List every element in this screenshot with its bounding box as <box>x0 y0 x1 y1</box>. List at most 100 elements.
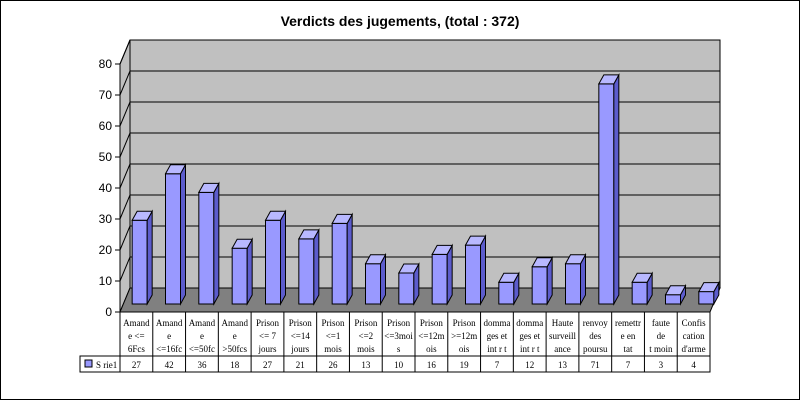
legend-label: S rie1 <box>96 360 117 370</box>
bar <box>164 162 187 306</box>
category-label: int r t <box>520 344 540 354</box>
category-label: <=14 <box>291 331 311 341</box>
bar <box>597 72 620 306</box>
y-tick-label: 30 <box>99 212 113 226</box>
bar-top <box>197 182 220 193</box>
data-value-label: 16 <box>427 360 437 370</box>
category-label: poursu <box>583 344 608 354</box>
category-label: e <= <box>128 331 144 341</box>
bar <box>431 243 454 306</box>
bar-top <box>431 244 454 255</box>
bar-top <box>397 263 420 274</box>
bar-top <box>297 229 320 240</box>
bar <box>664 283 687 306</box>
bar <box>364 252 387 306</box>
bar-front <box>131 219 148 305</box>
bar-side <box>613 72 620 306</box>
gridline-side <box>119 39 131 65</box>
bar-front <box>265 219 281 305</box>
category-label: Haute <box>552 318 574 328</box>
bar-top <box>531 257 554 268</box>
bar-side <box>213 181 220 306</box>
bar-top <box>364 254 387 265</box>
data-value-label: 26 <box>329 360 339 370</box>
gridline-side <box>119 132 131 158</box>
category-label: faute <box>652 318 670 328</box>
bar-side <box>313 227 320 306</box>
category-label: Amand <box>123 318 150 328</box>
data-value-label: 13 <box>558 360 568 370</box>
category-label: de <box>657 331 666 341</box>
data-value-label: 71 <box>591 360 600 370</box>
category-label: Prison <box>289 318 313 328</box>
category-label: renvoy <box>583 318 608 328</box>
data-value-label: 3 <box>659 360 664 370</box>
category-label: Amand <box>221 318 248 328</box>
category-label: Prison <box>322 318 346 328</box>
bar-side <box>480 234 486 306</box>
category-label: 6Fcs <box>128 344 146 354</box>
gridline-side <box>119 194 131 220</box>
category-label: <=3moi <box>384 331 413 341</box>
y-tick-label: 70 <box>99 88 113 102</box>
bar <box>531 255 554 306</box>
category-label: <=1 <box>326 331 341 341</box>
bar-side <box>346 212 353 306</box>
bar-top <box>631 272 654 283</box>
category-label: <=16fc <box>156 344 182 354</box>
category-label: t moin <box>649 344 673 354</box>
category-label: Prison <box>453 318 477 328</box>
bar-front <box>331 222 348 305</box>
data-value-label: 36 <box>197 360 207 370</box>
bar-side <box>180 162 186 306</box>
category-label: Prison <box>256 318 280 328</box>
chart-title: Verdicts des jugements, (total : 372) <box>281 13 520 29</box>
bar-front <box>298 238 315 305</box>
category-label: remettr <box>615 318 641 328</box>
category-label: ges et <box>487 331 508 341</box>
category-label: domma <box>516 318 543 328</box>
data-value-label: 10 <box>394 360 404 370</box>
gridline-side <box>119 70 131 96</box>
category-label: ois <box>426 344 437 354</box>
legend-swatch <box>84 359 93 368</box>
bar-top <box>231 238 254 249</box>
bar <box>464 234 487 306</box>
category-label: cation <box>683 331 705 341</box>
category-label: Confis <box>682 318 707 328</box>
category-label: s <box>397 344 401 354</box>
bar-front <box>531 266 548 305</box>
category-label: d'arme <box>682 344 706 354</box>
gridline-side <box>119 101 131 127</box>
category-label: int r t <box>487 344 507 354</box>
bar-front <box>698 291 715 305</box>
category-label: domma <box>483 318 510 328</box>
category-label: <= 7 <box>259 331 276 341</box>
y-tick-label: 50 <box>99 150 113 164</box>
category-label: Prison <box>354 318 378 328</box>
data-value-label: 4 <box>691 360 696 370</box>
data-value-label: 27 <box>132 360 142 370</box>
category-label: jours <box>258 344 277 354</box>
bar-side <box>246 237 253 306</box>
data-value-label: 12 <box>525 360 534 370</box>
category-label: >=12m <box>451 331 477 341</box>
data-value-label: 13 <box>361 360 371 370</box>
category-label: <=12m <box>418 331 444 341</box>
category-label: >50fcs <box>222 344 247 354</box>
y-tick-label: 0 <box>105 305 112 319</box>
category-label: ois <box>459 344 470 354</box>
bar-top <box>564 254 587 265</box>
y-tick-label: 20 <box>99 243 113 257</box>
bar-front <box>198 191 215 305</box>
category-label: jours <box>290 344 309 354</box>
bar <box>564 252 587 306</box>
bar-front <box>431 253 448 305</box>
data-value-label: 7 <box>626 360 631 370</box>
category-label: <=50fc <box>189 344 215 354</box>
category-label: tat <box>624 344 633 354</box>
bar <box>131 209 154 306</box>
data-value-label: 21 <box>296 360 305 370</box>
category-label: surveill <box>549 331 576 341</box>
